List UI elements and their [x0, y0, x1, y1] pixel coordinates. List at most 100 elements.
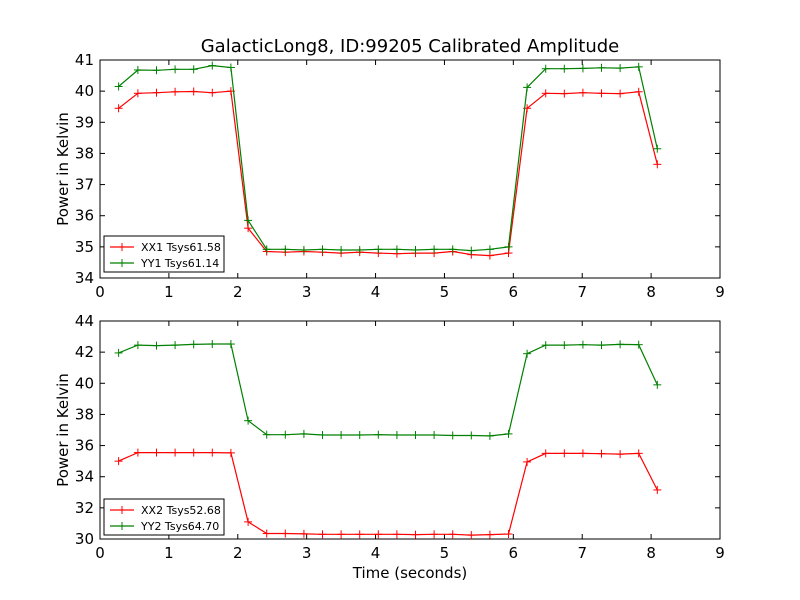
chart-title: GalacticLong8, ID:99205 Calibrated Ampli… — [201, 36, 620, 57]
x-tick-label: 9 — [715, 283, 725, 301]
x-tick-label: 8 — [646, 283, 656, 301]
data-point — [374, 245, 383, 254]
plot-frame — [99, 320, 721, 540]
data-point — [374, 530, 383, 539]
x-tick-label: 1 — [164, 283, 174, 301]
data-point — [189, 65, 198, 74]
data-point — [208, 61, 217, 70]
data-point — [597, 63, 606, 72]
x-tick-label: 0 — [95, 283, 105, 301]
legend-label: YY2 Tsys64.70 — [140, 520, 219, 533]
data-point — [541, 64, 550, 73]
data-point — [578, 64, 587, 73]
data-point — [152, 66, 161, 75]
data-point — [114, 348, 123, 357]
data-point — [597, 89, 606, 98]
data-point — [392, 530, 401, 539]
data-point — [467, 246, 476, 255]
data-point — [523, 349, 532, 358]
y-tick-label: 39 — [75, 113, 94, 131]
data-point — [653, 485, 662, 494]
data-point — [448, 431, 457, 440]
data-point — [133, 448, 142, 457]
x-tick-label: 1 — [164, 544, 174, 562]
x-tick-label: 4 — [371, 283, 381, 301]
x-tick-label: 0 — [95, 544, 105, 562]
y-tick-label: 38 — [75, 405, 94, 423]
data-point — [337, 245, 346, 254]
x-tick-label: 3 — [302, 544, 312, 562]
y-tick-label: 41 — [75, 51, 94, 69]
x-tick-label: 3 — [302, 283, 312, 301]
y-tick-label: 38 — [75, 144, 94, 162]
data-point — [411, 530, 420, 539]
legend-item: YY1 Tsys61.14 — [110, 257, 219, 270]
data-point — [244, 224, 253, 233]
data-point — [262, 430, 271, 439]
data-point — [560, 341, 569, 350]
data-point — [616, 89, 625, 98]
data-point — [374, 430, 383, 439]
data-point — [262, 245, 271, 254]
data-point — [208, 448, 217, 457]
data-point — [299, 529, 308, 538]
legend-item: YY2 Tsys64.70 — [110, 520, 219, 533]
series-yy1 — [114, 61, 662, 255]
data-point — [653, 160, 662, 169]
data-point — [355, 245, 364, 254]
data-point — [634, 449, 643, 458]
data-point — [597, 341, 606, 350]
data-point — [541, 449, 550, 458]
y-tick-label: 32 — [75, 499, 94, 517]
series-line — [118, 90, 658, 257]
y-tick-label: 34 — [75, 269, 94, 287]
data-point — [355, 430, 364, 439]
data-point — [578, 449, 587, 458]
data-point — [337, 530, 346, 539]
data-point — [448, 245, 457, 254]
y-axis-label: Power in Kelvin — [54, 112, 72, 226]
data-point — [114, 82, 123, 91]
data-point — [318, 245, 327, 254]
data-point — [430, 430, 439, 439]
data-point — [597, 449, 606, 458]
data-point — [208, 340, 217, 349]
x-tick-label: 6 — [509, 283, 519, 301]
legend-item: XX1 Tsys61.58 — [110, 241, 221, 254]
data-point — [244, 216, 253, 225]
data-point — [541, 341, 550, 350]
plot-frame — [99, 59, 721, 279]
data-point — [616, 64, 625, 73]
x-tick-label: 9 — [715, 544, 725, 562]
x-tick-label: 7 — [577, 544, 587, 562]
y-tick-label: 37 — [75, 176, 94, 194]
data-point — [281, 245, 290, 254]
y-tick-label: 34 — [75, 468, 94, 486]
legend: XX1 Tsys61.58 YY1 Tsys61.14 — [103, 235, 225, 273]
y-tick-label: 40 — [75, 82, 94, 100]
x-tick-label: 2 — [233, 283, 243, 301]
data-point — [578, 88, 587, 97]
data-point — [616, 450, 625, 459]
data-point — [411, 245, 420, 254]
data-point — [448, 530, 457, 539]
legend: XX2 Tsys52.68 YY2 Tsys64.70 — [103, 498, 225, 536]
y-tick-label: 35 — [75, 238, 94, 256]
series-xx2 — [114, 448, 662, 540]
y-tick-label: 42 — [75, 343, 94, 361]
data-point — [485, 245, 494, 254]
data-point — [133, 89, 142, 98]
data-point — [189, 87, 198, 96]
data-point — [262, 529, 271, 538]
data-point — [541, 89, 550, 98]
data-point — [114, 457, 123, 466]
data-point — [152, 88, 161, 97]
data-point — [114, 104, 123, 113]
data-point — [189, 340, 198, 349]
data-point — [171, 341, 180, 350]
data-point — [653, 380, 662, 389]
data-point — [281, 430, 290, 439]
x-tick-label: 8 — [646, 544, 656, 562]
